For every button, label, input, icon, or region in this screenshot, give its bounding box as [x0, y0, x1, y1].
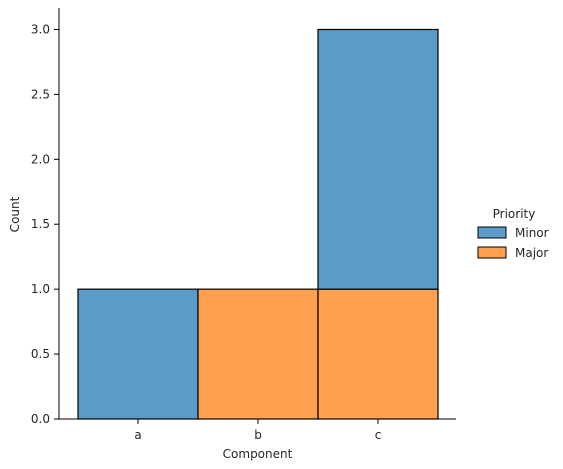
y-ticks: 0.0 0.5 1.0 1.5 2.0 2.5 3.0 — [31, 22, 59, 426]
legend-swatch-major — [477, 246, 507, 259]
y-tick-label: 2.0 — [31, 152, 50, 166]
legend-swatch-minor — [477, 226, 507, 239]
bar-a-minor — [77, 288, 199, 420]
legend-label-minor: Minor — [515, 226, 549, 240]
legend: Priority Minor Major — [477, 207, 549, 260]
y-tick-label: 1.0 — [31, 282, 50, 296]
y-tick-label: 0.0 — [31, 412, 50, 426]
bars-group — [77, 28, 439, 420]
y-tick-label: 2.5 — [31, 87, 50, 101]
x-tick-label: a — [134, 428, 141, 442]
legend-label-major: Major — [515, 246, 548, 260]
bar-c-minor — [317, 28, 439, 290]
bar-c-major — [317, 288, 439, 420]
y-tick-label: 0.5 — [31, 347, 50, 361]
y-axis-label: Count — [8, 196, 22, 232]
x-axis-label: Component — [223, 447, 293, 461]
y-tick-label: 3.0 — [31, 22, 50, 36]
x-ticks: a b c — [134, 419, 381, 442]
bar-b-major — [197, 288, 319, 420]
y-tick-label: 1.5 — [31, 217, 50, 231]
x-tick-label: b — [254, 428, 262, 442]
legend-title: Priority — [493, 207, 536, 221]
x-tick-label: c — [375, 428, 382, 442]
